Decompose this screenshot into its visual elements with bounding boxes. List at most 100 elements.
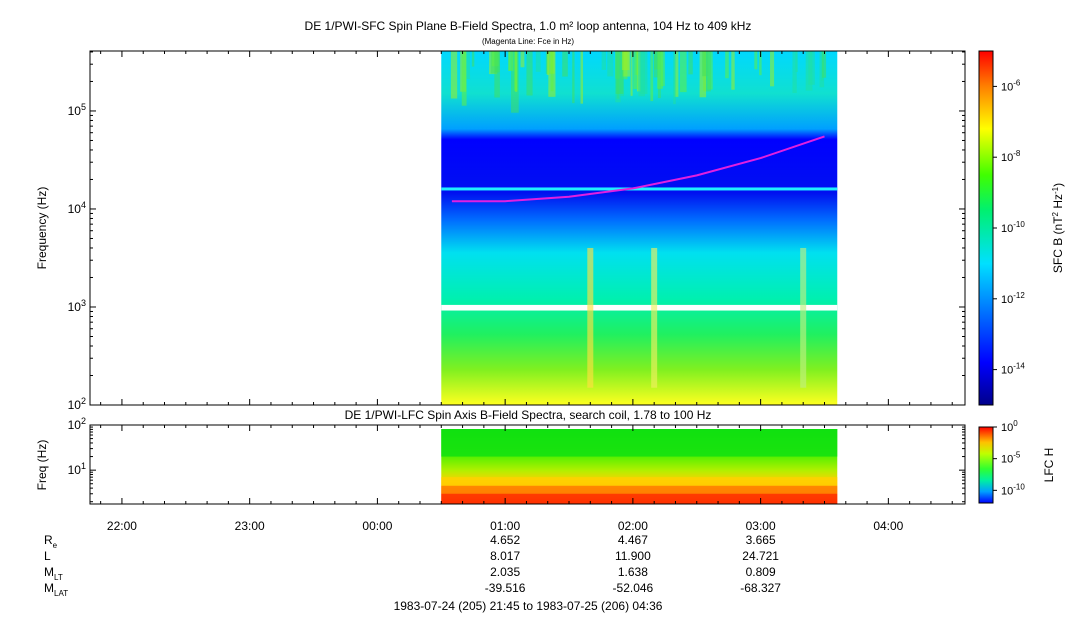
colorbar-tick-label: 10-10 — [1001, 482, 1025, 497]
lfc-y-label: Freq (Hz) — [35, 440, 49, 491]
sfc-hf-emission — [621, 51, 630, 71]
sfc-vlf-burst — [587, 247, 594, 388]
colorbar-tick-label: 10-5 — [1001, 451, 1021, 466]
time-range-footer: 1983-07-24 (205) 21:45 to 1983-07-25 (20… — [394, 599, 663, 613]
y-tick-label: 104 — [68, 200, 86, 216]
ephemeris-table: Re 4.652 4.467 3.665 L 8.017 11.900 24.721 MLT 2.… — [44, 533, 781, 598]
sfc-colorbar-label: SFC B (nT2 Hz-1) — [1051, 183, 1065, 273]
sfc-hf-emission — [466, 51, 471, 80]
sfc-hf-emission — [680, 51, 687, 93]
x-tick-label: 02:00 — [618, 519, 648, 533]
sfc-hf-emission — [650, 51, 654, 102]
sfc-frame — [89, 50, 966, 406]
sfc-colorbar-label-end: ) — [1051, 183, 1065, 187]
lfc-title: DE 1/PWI-LFC Spin Axis B-Field Spectra, … — [345, 408, 712, 422]
x-axis: 22:00 23:00 00:00 01:00 02:00 03:00 04:00 — [100, 51, 953, 533]
sfc-features — [441, 51, 838, 388]
sfc-hf-emission — [674, 51, 679, 97]
sfc-hf-emission — [688, 51, 693, 75]
sfc-hf-emission — [754, 51, 758, 70]
lfc-colorbar: 100 10-5 10-10 LFC H — [978, 419, 1056, 504]
ephemeris-value: -52.046 — [613, 581, 654, 595]
sfc-hf-emission — [770, 51, 775, 87]
y-tick-label: 101 — [68, 461, 86, 477]
sfc-hf-emission — [546, 51, 549, 75]
lfc-band — [441, 477, 838, 486]
sfc-hf-emission — [792, 51, 797, 93]
sfc-hf-emission — [550, 51, 554, 92]
sfc-hf-emission — [535, 51, 541, 72]
sfc-hf-emission — [653, 51, 658, 78]
x-tick-label: 04:00 — [873, 519, 903, 533]
sfc-hf-emission — [607, 51, 614, 77]
sfc-title: DE 1/PWI-SFC Spin Plane B-Field Spectra,… — [305, 19, 752, 33]
sfc-hf-emission — [514, 51, 518, 92]
sfc-hf-emission — [731, 51, 735, 90]
x-tick-label: 22:00 — [107, 519, 137, 533]
ephemeris-value: -68.327 — [740, 581, 781, 595]
ephemeris-value: 4.467 — [618, 533, 648, 547]
sfc-hf-emission — [615, 51, 624, 94]
sfc-hf-emission — [526, 51, 533, 96]
sfc-bright-band — [441, 187, 838, 191]
sfc-colorbar: 10-6 10-8 10-10 10-12 10-14 SFC B (nT2 Hz-1) — [978, 50, 1065, 406]
sfc-colorbar-label-text: SFC B (nT — [1051, 216, 1065, 273]
lfc-colorbar-scale — [978, 426, 994, 504]
ephemeris-value: 0.809 — [746, 565, 776, 579]
sfc-hf-emission — [572, 51, 575, 104]
colorbar-tick-label: 100 — [1001, 419, 1018, 434]
sfc-hf-emission — [725, 51, 729, 79]
y-tick-label: 103 — [68, 298, 86, 314]
lfc-band — [441, 493, 838, 504]
x-tick-label: 03:00 — [746, 519, 776, 533]
colorbar-tick-label: 10-14 — [1001, 362, 1025, 377]
sfc-spectrogram — [441, 51, 838, 405]
ephemeris-value: 8.017 — [490, 549, 520, 563]
y-tick-label: 102 — [68, 416, 86, 432]
sfc-y-label: Frequency (Hz) — [35, 187, 49, 270]
x-tick-label: 01:00 — [490, 519, 520, 533]
sfc-colorbar-label-sup2: 2 — [1051, 211, 1060, 216]
fce-line — [451, 135, 825, 203]
ephemeris-value: 11.900 — [615, 549, 651, 563]
sfc-hf-emission — [562, 51, 568, 77]
colorbar-tick-label: 10-12 — [1001, 291, 1025, 306]
sfc-hf-emission — [580, 51, 584, 104]
sfc-panel: 102 103 104 105 Frequency (Hz) — [35, 50, 966, 412]
ephemeris-label: Re — [44, 533, 58, 550]
ephemeris-value: 1.638 — [618, 565, 648, 579]
sfc-hf-emission — [673, 51, 676, 105]
ephemeris-value: -39.516 — [485, 581, 526, 595]
sfc-hf-emission — [520, 51, 525, 68]
y-tick-label: 102 — [68, 396, 86, 412]
sfc-hf-emission — [494, 51, 500, 98]
sfc-colorbar-ticks: 10-6 10-8 10-10 10-12 10-14 — [993, 78, 1025, 377]
lfc-frame — [89, 424, 966, 505]
ephemeris-label: MLT — [44, 565, 63, 582]
sfc-y-axis: 102 103 104 105 — [68, 51, 965, 412]
ephemeris-value: 4.652 — [490, 533, 520, 547]
lfc-colorbar-label: LFC H — [1042, 448, 1056, 483]
ephemeris-value: 2.035 — [490, 565, 520, 579]
sfc-hf-emission — [601, 51, 606, 70]
sfc-hf-emission — [640, 51, 648, 95]
lfc-band — [441, 429, 838, 457]
x-tick-label: 00:00 — [362, 519, 392, 533]
sfc-hf-emission — [461, 51, 467, 106]
sfc-subtitle: (Magenta Line: Fce in Hz) — [482, 37, 574, 46]
lfc-colorbar-ticks: 100 10-5 10-10 — [993, 419, 1025, 497]
sfc-hf-emission — [508, 51, 514, 71]
sfc-hf-emission — [471, 51, 475, 67]
x-tick-label: 23:00 — [235, 519, 265, 533]
sfc-hf-emission — [633, 51, 638, 90]
ephemeris-value: 3.665 — [746, 533, 776, 547]
sfc-hf-emission — [450, 51, 458, 99]
ephemeris-label: MLAT — [44, 581, 68, 598]
lfc-panel: 101 102 Freq (Hz) — [35, 416, 966, 505]
colorbar-tick-label: 10-6 — [1001, 78, 1021, 93]
sfc-data-gap — [441, 304, 838, 311]
sfc-hf-emission — [657, 51, 663, 89]
lfc-y-axis: 101 102 — [68, 416, 965, 503]
sfc-colorbar-label-supm1: -1 — [1051, 186, 1060, 194]
